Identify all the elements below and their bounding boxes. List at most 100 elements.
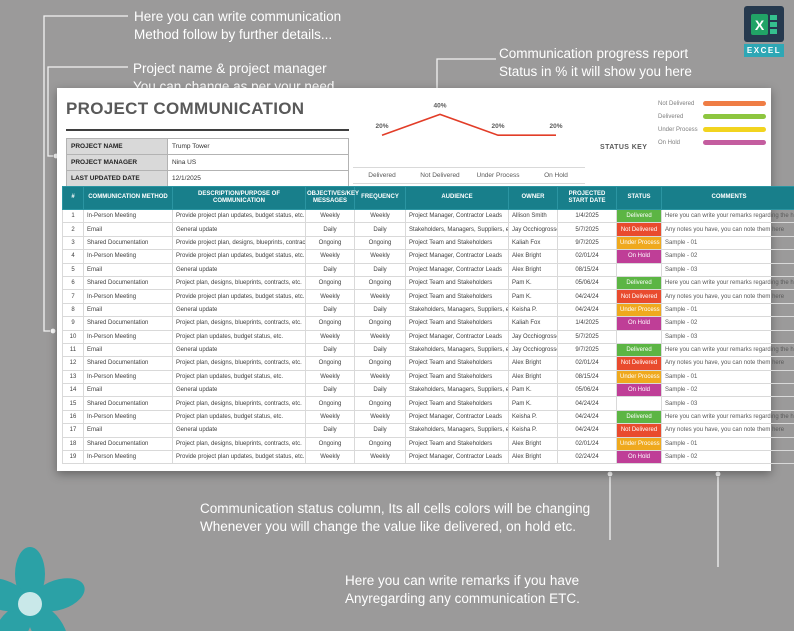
method-cell[interactable]: Shared Documentation [83, 396, 173, 411]
row-number-cell[interactable]: 9 [62, 316, 84, 331]
objectives-cell[interactable]: Daily [305, 383, 355, 398]
status-cell[interactable]: Under Process [616, 436, 662, 452]
audience-cell[interactable]: Project Team and Stakeholders [405, 396, 509, 411]
start-date-cell[interactable]: 05/06/24 [557, 383, 617, 398]
frequency-cell[interactable]: Daily [354, 262, 406, 277]
comment-cell[interactable]: Sample - 02 [661, 383, 794, 398]
description-cell[interactable]: Project plan updates, budget status, etc… [172, 329, 306, 344]
audience-cell[interactable]: Project Manager, Contractor Leads [405, 208, 509, 224]
comment-cell[interactable]: Any notes you have, you can note them he… [661, 222, 794, 237]
frequency-cell[interactable]: Daily [354, 222, 406, 237]
method-cell[interactable]: Email [83, 383, 173, 398]
frequency-cell[interactable]: Daily [354, 302, 406, 318]
row-number-cell[interactable]: 17 [62, 423, 84, 438]
objectives-cell[interactable]: Daily [305, 423, 355, 438]
objectives-cell[interactable]: Daily [305, 222, 355, 237]
description-cell[interactable]: Project plan updates, budget status, etc… [172, 369, 306, 385]
objectives-cell[interactable]: Ongoing [305, 356, 355, 371]
method-cell[interactable]: In-Person Meeting [83, 369, 173, 385]
method-cell[interactable]: In-Person Meeting [83, 329, 173, 344]
audience-cell[interactable]: Stakeholders, Managers, Suppliers, etc. [405, 342, 509, 358]
comment-cell[interactable]: Sample - 03 [661, 329, 794, 344]
start-date-cell[interactable]: 02/01/24 [557, 356, 617, 371]
frequency-cell[interactable]: Weekly [354, 369, 406, 385]
frequency-cell[interactable]: Ongoing [354, 356, 406, 371]
column-header[interactable]: # [62, 186, 84, 210]
method-cell[interactable]: Email [83, 222, 173, 237]
column-header[interactable]: DESCRIPTION/PURPOSE OF COMMUNICATION [172, 186, 306, 210]
description-cell[interactable]: Provide project plan updates, budget sta… [172, 208, 306, 224]
column-header[interactable]: AUDIENCE [405, 186, 509, 210]
comment-cell[interactable]: Sample - 03 [661, 262, 794, 277]
comment-cell[interactable]: Here you can write your remarks regardin… [661, 342, 794, 358]
row-number-cell[interactable]: 19 [62, 450, 84, 465]
start-date-cell[interactable]: 04/24/24 [557, 302, 617, 318]
column-header[interactable]: PROJECTED START DATE [557, 186, 617, 210]
method-cell[interactable]: In-Person Meeting [83, 208, 173, 224]
objectives-cell[interactable]: Daily [305, 302, 355, 318]
audience-cell[interactable]: Stakeholders, Managers, Suppliers, etc. [405, 302, 509, 318]
owner-cell[interactable]: Alex Bright [508, 356, 558, 371]
description-cell[interactable]: Project plan, designs, blueprints, contr… [172, 275, 306, 291]
start-date-cell[interactable]: 04/24/24 [557, 423, 617, 438]
row-number-cell[interactable]: 10 [62, 329, 84, 344]
status-cell[interactable]: Delivered [616, 409, 662, 425]
start-date-cell[interactable]: 5/7/2025 [557, 329, 617, 344]
owner-cell[interactable]: Pam K. [508, 275, 558, 291]
method-cell[interactable]: Shared Documentation [83, 235, 173, 251]
project-manager-value[interactable]: Nina US [167, 154, 349, 171]
comment-cell[interactable]: Here you can write your remarks regardin… [661, 275, 794, 291]
audience-cell[interactable]: Stakeholders, Managers, Suppliers, etc. [405, 383, 509, 398]
objectives-cell[interactable]: Ongoing [305, 316, 355, 331]
method-cell[interactable]: Shared Documentation [83, 356, 173, 371]
objectives-cell[interactable]: Weekly [305, 369, 355, 385]
comment-cell[interactable]: Any notes you have, you can note them he… [661, 356, 794, 371]
comment-cell[interactable]: Sample - 01 [661, 235, 794, 251]
project-name-value[interactable]: Trump Tower [167, 138, 349, 155]
method-cell[interactable]: Email [83, 302, 173, 318]
row-number-cell[interactable]: 18 [62, 436, 84, 452]
objectives-cell[interactable]: Weekly [305, 409, 355, 425]
owner-cell[interactable]: Jay Occhiogrosso [508, 329, 558, 344]
owner-cell[interactable]: Alex Bright [508, 436, 558, 452]
start-date-cell[interactable]: 08/15/24 [557, 369, 617, 385]
frequency-cell[interactable]: Ongoing [354, 235, 406, 251]
status-cell[interactable]: Delivered [616, 208, 662, 224]
comment-cell[interactable]: Sample - 02 [661, 450, 794, 465]
start-date-cell[interactable]: 04/24/24 [557, 396, 617, 411]
method-cell[interactable]: Shared Documentation [83, 316, 173, 331]
frequency-cell[interactable]: Ongoing [354, 316, 406, 331]
description-cell[interactable]: General update [172, 302, 306, 318]
audience-cell[interactable]: Project Team and Stakeholders [405, 289, 509, 304]
description-cell[interactable]: General update [172, 262, 306, 277]
row-number-cell[interactable]: 7 [62, 289, 84, 304]
owner-cell[interactable]: Alex Bright [508, 450, 558, 465]
method-cell[interactable]: Shared Documentation [83, 275, 173, 291]
description-cell[interactable]: General update [172, 222, 306, 237]
row-number-cell[interactable]: 12 [62, 356, 84, 371]
start-date-cell[interactable]: 02/01/24 [557, 249, 617, 264]
description-cell[interactable]: Project plan, designs, blueprints, contr… [172, 396, 306, 411]
row-number-cell[interactable]: 16 [62, 409, 84, 425]
audience-cell[interactable]: Project Manager, Contractor Leads [405, 450, 509, 465]
audience-cell[interactable]: Project Manager, Contractor Leads [405, 329, 509, 344]
column-header[interactable]: STATUS [616, 186, 662, 210]
frequency-cell[interactable]: Weekly [354, 208, 406, 224]
owner-cell[interactable]: Keisha P. [508, 302, 558, 318]
start-date-cell[interactable]: 04/24/24 [557, 289, 617, 304]
comment-cell[interactable]: Sample - 02 [661, 249, 794, 264]
row-number-cell[interactable]: 8 [62, 302, 84, 318]
objectives-cell[interactable]: Daily [305, 262, 355, 277]
column-header[interactable]: FREQUENCY [354, 186, 406, 210]
description-cell[interactable]: Provide project plan updates, budget sta… [172, 249, 306, 264]
comment-cell[interactable]: Sample - 01 [661, 436, 794, 452]
row-number-cell[interactable]: 14 [62, 383, 84, 398]
status-cell[interactable]: Under Process [616, 369, 662, 385]
comment-cell[interactable]: Sample - 02 [661, 316, 794, 331]
objectives-cell[interactable]: Weekly [305, 450, 355, 465]
frequency-cell[interactable]: Daily [354, 423, 406, 438]
start-date-cell[interactable]: 04/24/24 [557, 409, 617, 425]
start-date-cell[interactable]: 9/7/2025 [557, 235, 617, 251]
frequency-cell[interactable]: Daily [354, 342, 406, 358]
last-updated-value[interactable]: 12/1/2025 [167, 170, 349, 187]
